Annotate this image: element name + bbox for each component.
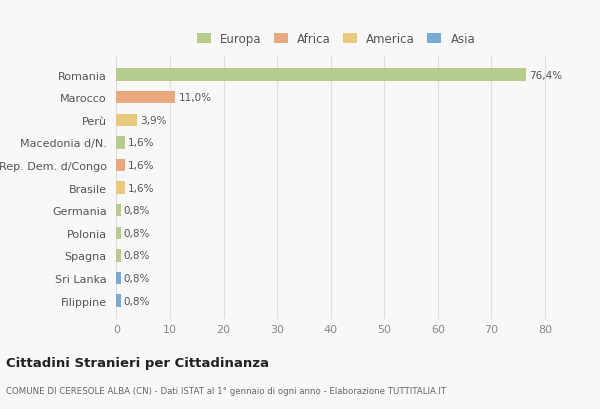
Text: 0,8%: 0,8% — [124, 206, 150, 216]
Text: 0,8%: 0,8% — [124, 251, 150, 261]
Bar — [116, 69, 526, 81]
Bar — [116, 204, 121, 217]
Bar — [116, 114, 137, 127]
Text: 0,8%: 0,8% — [124, 296, 150, 306]
Bar — [116, 92, 175, 104]
Text: 76,4%: 76,4% — [529, 70, 562, 80]
Bar — [116, 295, 121, 307]
Text: 11,0%: 11,0% — [179, 93, 212, 103]
Text: Cittadini Stranieri per Cittadinanza: Cittadini Stranieri per Cittadinanza — [6, 356, 269, 369]
Bar — [116, 182, 125, 194]
Text: 3,9%: 3,9% — [140, 115, 167, 126]
Text: 0,8%: 0,8% — [124, 273, 150, 283]
Bar — [116, 227, 121, 239]
Text: 0,8%: 0,8% — [124, 228, 150, 238]
Bar — [116, 160, 125, 172]
Legend: Europa, Africa, America, Asia: Europa, Africa, America, Asia — [197, 33, 475, 46]
Text: 1,6%: 1,6% — [128, 183, 155, 193]
Text: COMUNE DI CERESOLE ALBA (CN) - Dati ISTAT al 1° gennaio di ogni anno - Elaborazi: COMUNE DI CERESOLE ALBA (CN) - Dati ISTA… — [6, 387, 446, 396]
Bar — [116, 137, 125, 149]
Text: 1,6%: 1,6% — [128, 161, 155, 171]
Bar — [116, 272, 121, 285]
Text: 1,6%: 1,6% — [128, 138, 155, 148]
Bar — [116, 249, 121, 262]
